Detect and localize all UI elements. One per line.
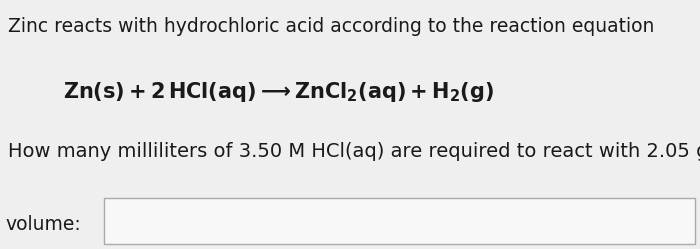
Text: $\mathbf{Zn(s) + 2\,HCl(aq) \longrightarrow ZnCl_2(aq) + H_2(g)}$: $\mathbf{Zn(s) + 2\,HCl(aq) \longrightar… — [63, 80, 494, 104]
FancyBboxPatch shape — [104, 198, 695, 244]
Text: volume:: volume: — [6, 215, 81, 234]
Text: How many milliliters of 3.50 M HCl(aq) are required to react with 2.05 g Zn(s)?: How many milliliters of 3.50 M HCl(aq) a… — [8, 142, 700, 161]
Text: Zinc reacts with hydrochloric acid according to the reaction equation: Zinc reacts with hydrochloric acid accor… — [8, 17, 654, 36]
